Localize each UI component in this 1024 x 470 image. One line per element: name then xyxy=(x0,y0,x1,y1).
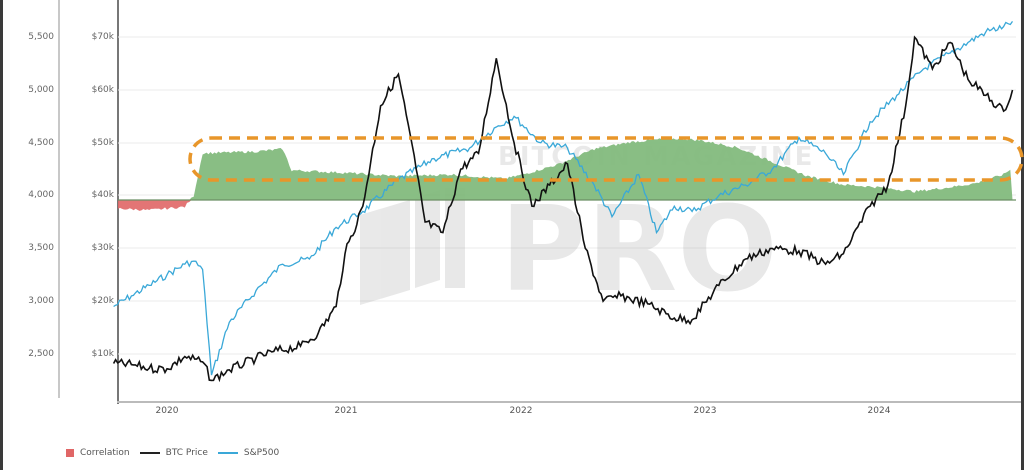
sp500-tick-label: 3,000 xyxy=(28,296,54,306)
x-tick-label: 2021 xyxy=(334,406,358,416)
btc-tick-label: $40k xyxy=(91,190,114,200)
btc-tick-label: $50k xyxy=(91,138,114,148)
btc-tick-label: $60k xyxy=(91,85,114,95)
legend-label-sp500: S&P500 xyxy=(243,448,280,458)
chart-legend: Correlation BTC Price S&P500 xyxy=(66,448,283,458)
window-frame-left xyxy=(0,0,3,470)
sp500-axis-line xyxy=(58,0,60,398)
btc-tick-label: $20k xyxy=(91,296,114,306)
x-tick-label: 2023 xyxy=(693,406,717,416)
sp500-tick-label: 4,500 xyxy=(28,138,54,148)
btc-tick-label: $70k xyxy=(91,32,114,42)
sp500-line xyxy=(113,21,1014,376)
legend-label-btc: BTC Price xyxy=(165,448,208,458)
watermark-pro-text: PRO xyxy=(500,180,778,318)
btc-tick-label: $10k xyxy=(91,349,114,359)
sp500-tick-label: 2,500 xyxy=(28,349,54,359)
window-frame-right xyxy=(1021,0,1024,470)
sp500-tick-label: 4,000 xyxy=(28,190,54,200)
legend-item-sp500[interactable]: S&P500 xyxy=(217,448,280,458)
x-tick-label: 2024 xyxy=(867,406,891,416)
btc-line-swatch-icon xyxy=(139,452,160,454)
btc-tick-label: $30k xyxy=(91,243,114,253)
sp500-tick-label: 5,000 xyxy=(28,85,54,95)
sp500-tick-label: 5,500 xyxy=(28,32,54,42)
legend-item-correlation[interactable]: Correlation xyxy=(66,448,130,458)
correlation-area xyxy=(118,137,1013,211)
x-tick-label: 2020 xyxy=(155,406,179,416)
correlation-swatch-icon xyxy=(66,449,74,457)
highlight-annotation-box xyxy=(188,136,1024,182)
legend-item-btc[interactable]: BTC Price xyxy=(139,448,208,458)
x-tick-label: 2022 xyxy=(509,406,533,416)
sp500-tick-label: 3,500 xyxy=(28,243,54,253)
x-axis-line xyxy=(117,401,1021,403)
sp500-line-swatch-icon xyxy=(217,452,238,454)
btc-price-line xyxy=(112,35,1014,383)
legend-label-correlation: Correlation xyxy=(80,448,130,458)
positive-correlation-area xyxy=(118,137,1013,200)
